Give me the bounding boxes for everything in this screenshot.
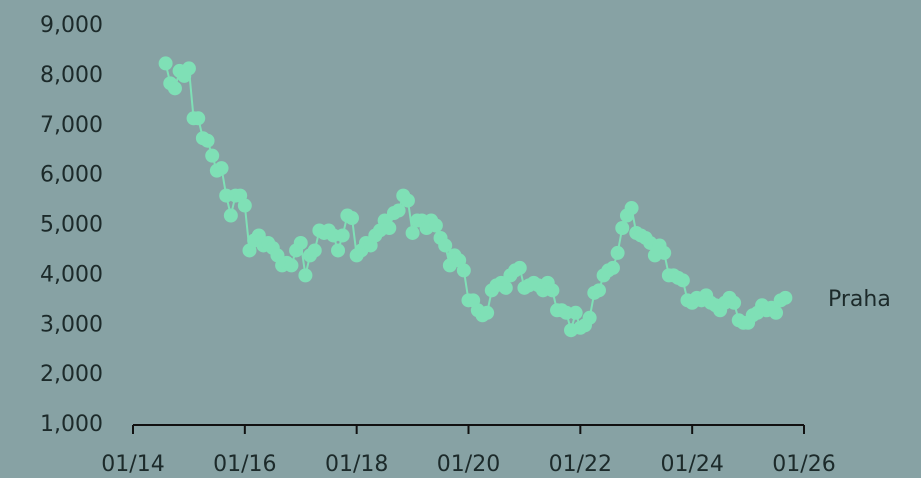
marker [293, 235, 308, 250]
marker [284, 258, 299, 273]
y-tick-label: 8,000 [40, 63, 103, 88]
marker [456, 263, 471, 278]
x-tick-label: 01/22 [549, 452, 612, 477]
marker [167, 81, 182, 96]
marker [298, 268, 313, 283]
marker [181, 61, 196, 76]
marker [191, 111, 206, 126]
x-tick-label: 01/16 [213, 452, 276, 477]
marker [480, 305, 495, 320]
y-tick-label: 3,000 [40, 312, 103, 337]
marker [223, 208, 238, 223]
y-tick-label: 1,000 [40, 412, 103, 437]
line [164, 63, 786, 335]
y-tick-label: 9,000 [40, 13, 103, 38]
marker [335, 228, 350, 243]
marker [582, 310, 597, 325]
marker [205, 148, 220, 163]
marker [391, 203, 406, 218]
marker [400, 193, 415, 208]
marker [610, 245, 625, 260]
marker [568, 305, 583, 320]
marker [778, 290, 793, 305]
x-tick-label: 01/14 [101, 452, 164, 477]
marker [512, 260, 527, 275]
marker [331, 243, 346, 258]
marker [675, 273, 690, 288]
marker [545, 283, 560, 298]
marker [605, 260, 620, 275]
marker [345, 211, 360, 226]
marker [237, 198, 252, 213]
marker [624, 201, 639, 216]
x-tick-label: 01/20 [437, 452, 500, 477]
marker [214, 161, 229, 176]
marker [405, 225, 420, 240]
marker [158, 56, 173, 71]
marker [382, 220, 397, 235]
series-label: Praha [828, 287, 891, 312]
marker [200, 133, 215, 148]
y-tick-label: 2,000 [40, 362, 103, 387]
marker [615, 220, 630, 235]
x-tick-label: 01/24 [660, 452, 723, 477]
marker [591, 283, 606, 298]
y-tick-label: 7,000 [40, 113, 103, 138]
x-tick-label: 01/26 [772, 452, 835, 477]
y-tick-label: 6,000 [40, 163, 103, 188]
marker [498, 280, 513, 295]
marker [769, 305, 784, 320]
marker [438, 238, 453, 253]
marker [428, 218, 443, 233]
marker [727, 295, 742, 310]
marker [657, 245, 672, 260]
marker [307, 243, 322, 258]
x-tick-label: 01/18 [325, 452, 388, 477]
y-tick-label: 5,000 [40, 213, 103, 238]
y-tick-label: 4,000 [40, 262, 103, 287]
